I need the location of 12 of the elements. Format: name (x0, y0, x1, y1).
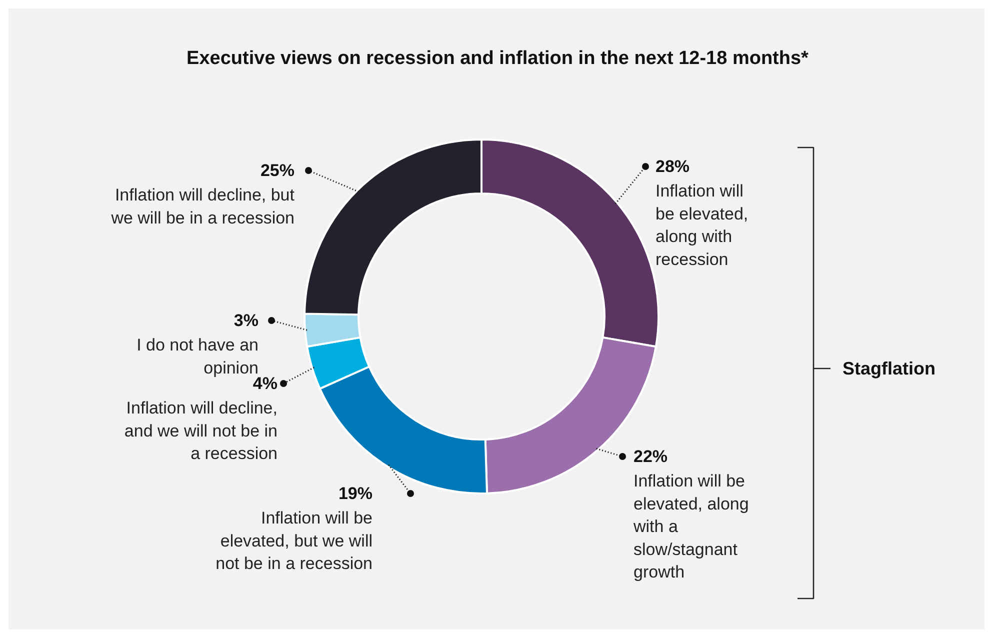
data-label: 19% (338, 484, 373, 503)
data-label: 28% (656, 157, 690, 176)
text: Stagflation (842, 358, 936, 378)
slice-label: Inflation will decline, and we will not be in a recession (124, 398, 278, 464)
data-label: 22% (634, 447, 668, 466)
slice-label: Inflation will decline, but we will be in a recession (110, 186, 295, 228)
slice-label: Inflation will be elevated, but we will not be in a recession (216, 508, 373, 574)
slice-label: Inflation will be elevated, along with a slow/stagnant growth (632, 472, 749, 582)
slice-label: Inflation will be elevated, along with recession (656, 182, 748, 269)
chart-title: Executive views on recession and inflation in the next 12-18 months* (186, 48, 810, 69)
data-label: 3% (234, 311, 259, 330)
data-label: 25% (260, 161, 295, 180)
